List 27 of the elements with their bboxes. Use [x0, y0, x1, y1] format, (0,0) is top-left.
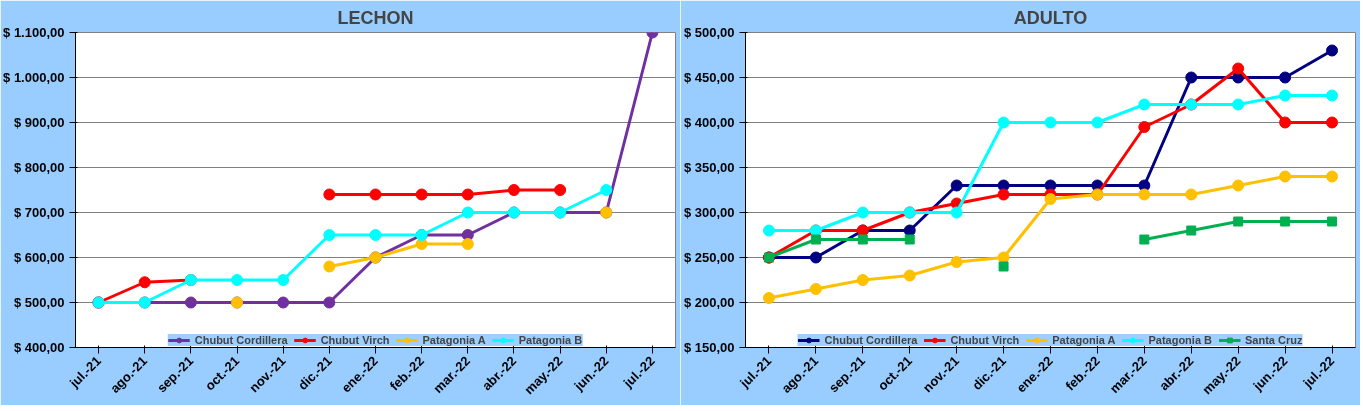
- y-tick-label: $ 350,00: [683, 160, 735, 175]
- legend-label: Patagonia A: [422, 334, 486, 346]
- y-tick-label: $ 200,00: [683, 295, 735, 310]
- chart-title: ADULTO: [1013, 7, 1088, 28]
- y-tick-label: $ 300,00: [683, 205, 735, 220]
- legend-label: Patagonia B: [1148, 334, 1213, 346]
- y-tick-label: $ 450,00: [683, 70, 735, 85]
- legend-label: Chubut Virch: [320, 334, 390, 346]
- y-tick-label: $ 600,00: [13, 250, 65, 265]
- y-tick-label: $ 500,00: [683, 25, 735, 40]
- y-tick-label: $ 250,00: [683, 250, 735, 265]
- legend-label: Chubut Cordillera: [824, 334, 918, 346]
- y-tick-label: $ 500,00: [13, 295, 65, 310]
- legend-label: Patagonia A: [1052, 334, 1116, 346]
- legend-label: Patagonia B: [518, 334, 583, 346]
- chart-title: LECHON: [337, 7, 414, 28]
- y-tick-label: $ 400,00: [13, 340, 65, 355]
- legend-label: Santa Cruz: [1245, 334, 1303, 346]
- y-tick-label: $ 1.100,00: [3, 25, 65, 40]
- y-tick-label: $ 1.000,00: [3, 70, 65, 85]
- y-tick-label: $ 900,00: [13, 115, 65, 130]
- legend-label: Chubut Cordillera: [194, 334, 288, 346]
- y-tick-label: $ 400,00: [683, 115, 735, 130]
- y-tick-label: $ 150,00: [683, 340, 735, 355]
- y-tick-label: $ 700,00: [13, 205, 65, 220]
- legend-label: Chubut Virch: [950, 334, 1020, 346]
- y-tick-label: $ 800,00: [13, 160, 65, 175]
